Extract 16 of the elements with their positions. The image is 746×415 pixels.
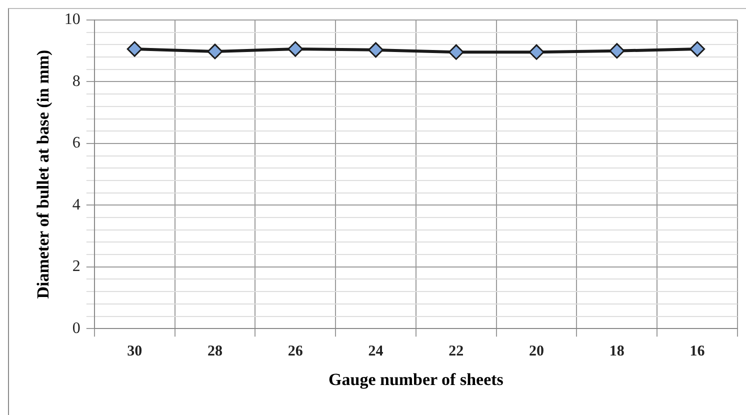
x-tick-label: 24	[368, 343, 384, 360]
x-tick-label: 22	[448, 343, 464, 360]
x-tick-label: 26	[288, 343, 304, 360]
x-tick-label: 20	[529, 343, 544, 360]
y-tick-label: 8	[72, 72, 80, 90]
x-tick-label: 28	[207, 343, 222, 360]
x-axis-title: Gauge number of sheets	[328, 370, 504, 390]
y-tick-label: 0	[72, 320, 80, 337]
y-axis-title: Diameter of bullet at base (in mm)	[34, 50, 53, 299]
y-tick-label: 2	[72, 258, 80, 276]
y-tick-label: 10	[64, 11, 80, 28]
x-tick-label: 16	[690, 343, 706, 360]
y-tick-label: 6	[72, 134, 80, 152]
x-tick-label: 18	[609, 343, 624, 360]
y-tick-label: 4	[72, 196, 80, 214]
x-tick-label: 30	[127, 343, 142, 360]
